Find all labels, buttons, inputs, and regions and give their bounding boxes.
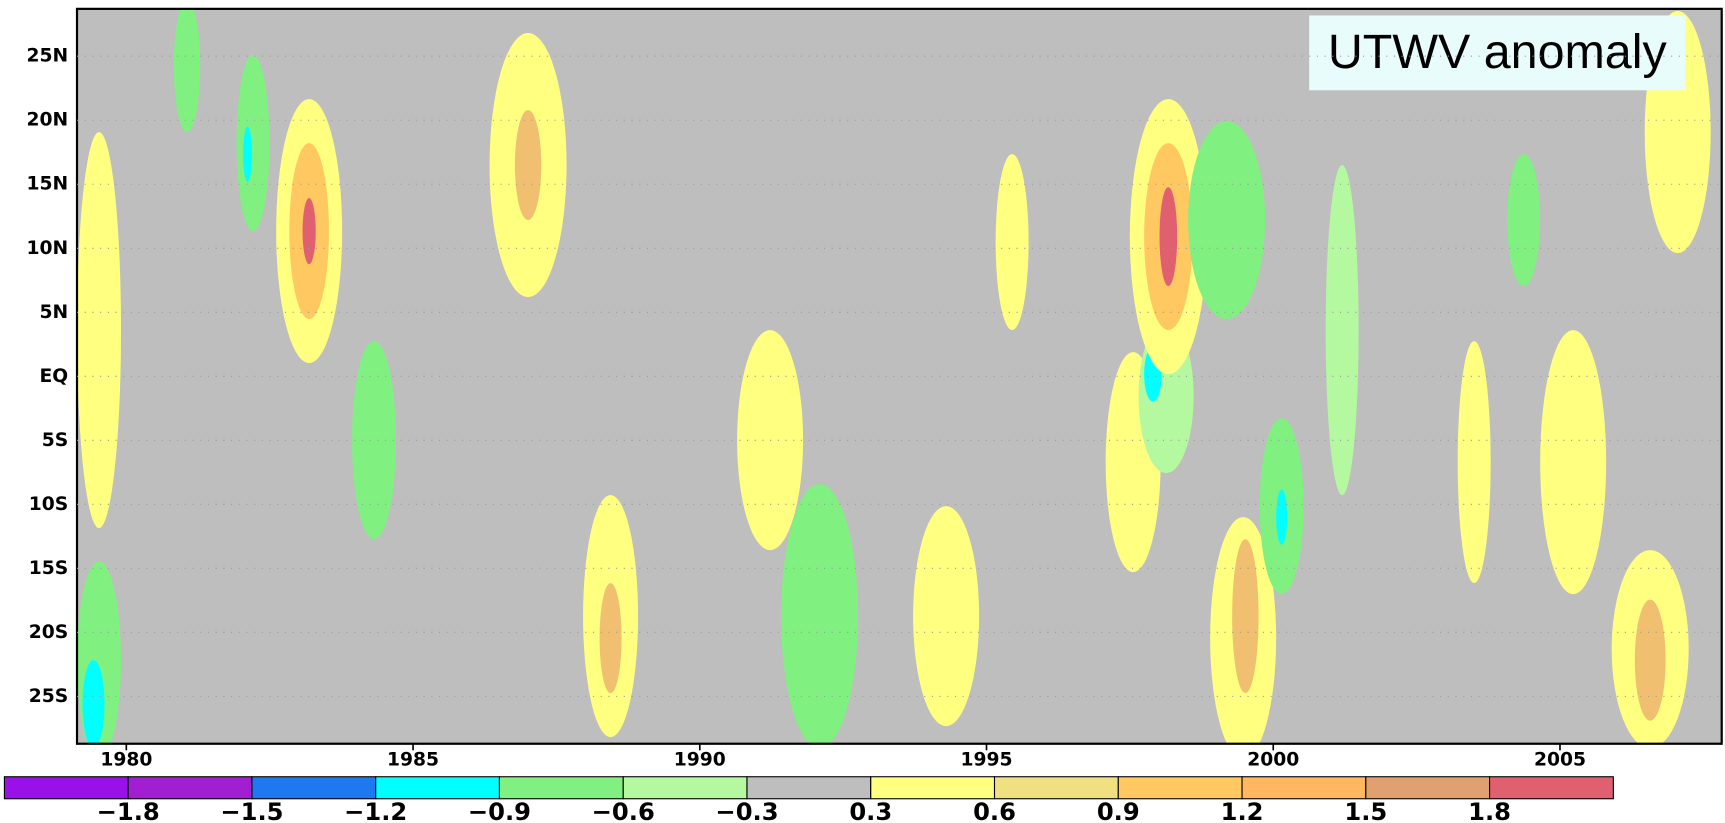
anomaly-blob bbox=[1232, 539, 1259, 694]
colorbar-label: −1.5 bbox=[220, 798, 283, 823]
anomaly-blob bbox=[1159, 187, 1178, 287]
colorbar-label: −1.2 bbox=[344, 798, 407, 823]
x-tick-label: 1990 bbox=[674, 750, 726, 771]
colorbar-label: −0.9 bbox=[468, 798, 531, 823]
x-tick-label: 2000 bbox=[1247, 750, 1299, 771]
colorbar-swatch bbox=[251, 776, 377, 800]
anomaly-blob bbox=[599, 583, 622, 694]
anomaly-blob bbox=[913, 506, 980, 727]
colorbar-label: 0.6 bbox=[973, 798, 1016, 823]
anomaly-blob bbox=[82, 660, 105, 744]
x-tick-label: 1985 bbox=[387, 750, 439, 771]
colorbar-swatch bbox=[1241, 776, 1367, 800]
anomaly-blob bbox=[1540, 330, 1607, 595]
anomaly-blob bbox=[514, 110, 542, 221]
contour-field bbox=[77, 8, 1711, 744]
colorbar-swatch bbox=[1117, 776, 1243, 800]
anomaly-blob bbox=[781, 484, 859, 744]
anomaly-blob bbox=[1507, 154, 1541, 287]
y-tick-label: 5S bbox=[42, 430, 68, 451]
chart-title: UTWV anomaly bbox=[1328, 25, 1668, 79]
anomaly-blob bbox=[236, 55, 270, 232]
colorbar-label: −0.6 bbox=[592, 798, 655, 823]
anomaly-blob bbox=[243, 126, 252, 182]
anomaly-blob bbox=[302, 198, 316, 265]
colorbar-label: 1.8 bbox=[1468, 798, 1511, 823]
anomaly-blob bbox=[1457, 341, 1491, 584]
y-tick-label: 25N bbox=[27, 46, 69, 67]
y-tick-label: 10N bbox=[27, 238, 69, 259]
x-tick-label: 2005 bbox=[1534, 750, 1586, 771]
y-tick-label: 15N bbox=[27, 174, 69, 195]
y-tick-label: 5N bbox=[40, 302, 69, 323]
y-tick-label: 25S bbox=[29, 686, 68, 707]
colorbar-swatch bbox=[993, 776, 1119, 800]
x-tick-label: 1980 bbox=[100, 750, 152, 771]
anomaly-blob bbox=[173, 8, 201, 133]
colorbar-swatch bbox=[1365, 776, 1491, 800]
anomaly-blob bbox=[1188, 121, 1266, 320]
anomaly-blob bbox=[995, 154, 1029, 331]
colorbar-label: −1.8 bbox=[97, 798, 160, 823]
colorbar-swatch bbox=[1489, 776, 1614, 800]
anomaly-blob bbox=[352, 341, 397, 540]
colorbar-label: 1.2 bbox=[1221, 798, 1264, 823]
colorbar-swatch bbox=[498, 776, 624, 800]
anomaly-blob bbox=[77, 132, 122, 529]
x-tick-label: 1995 bbox=[961, 750, 1013, 771]
anomaly-blob bbox=[1325, 165, 1359, 496]
colorbar-swatch bbox=[127, 776, 253, 800]
y-tick-label: 10S bbox=[29, 494, 68, 515]
colorbar-swatch bbox=[3, 776, 129, 800]
plot-background bbox=[77, 8, 1722, 744]
y-tick-label: 20S bbox=[29, 622, 68, 643]
colorbar-swatch bbox=[870, 776, 996, 800]
colorbar-swatch bbox=[746, 776, 872, 800]
title-box bbox=[1309, 15, 1686, 91]
colorbar-label: 0.3 bbox=[849, 798, 892, 823]
colorbar-swatch bbox=[375, 776, 501, 800]
colorbar-label: 0.9 bbox=[1097, 798, 1140, 823]
colorbar-label: −0.3 bbox=[715, 798, 778, 823]
anomaly-blob bbox=[1276, 489, 1288, 545]
y-tick-label: EQ bbox=[40, 366, 69, 387]
anomaly-blob bbox=[1634, 599, 1666, 721]
colorbar-label: 1.5 bbox=[1344, 798, 1387, 823]
y-tick-label: 15S bbox=[29, 558, 68, 579]
colorbar-swatch bbox=[622, 776, 748, 800]
y-tick-label: 20N bbox=[27, 110, 69, 131]
